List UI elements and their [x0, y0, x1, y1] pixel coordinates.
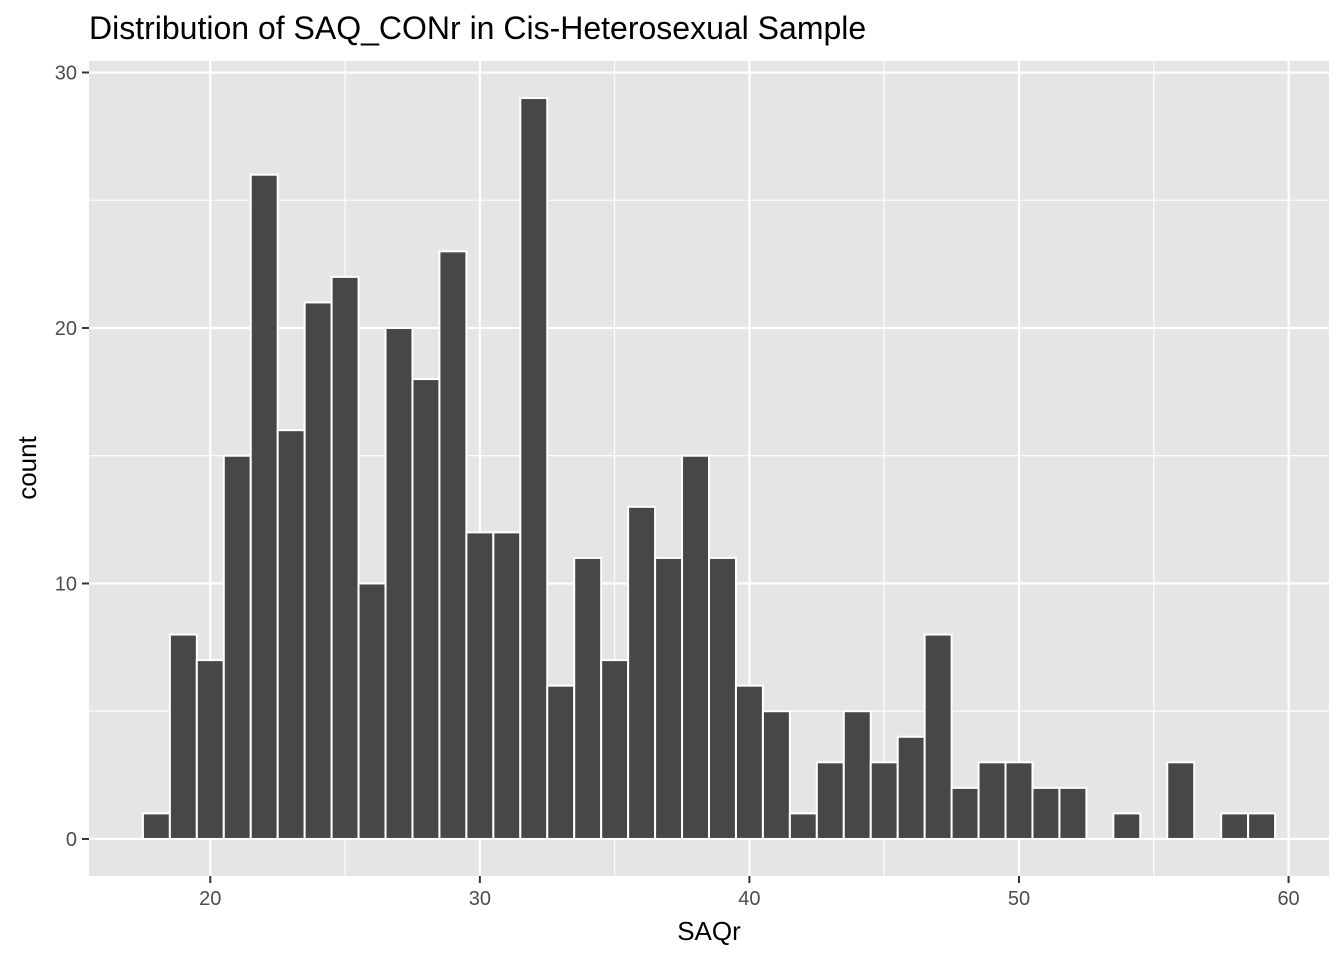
x-axis: 20 30 40 50 60	[199, 876, 1300, 910]
histogram-bar	[222, 454, 252, 840]
histogram-bar	[1166, 761, 1196, 840]
y-tick-label: 0	[66, 829, 77, 851]
histogram-bar	[761, 710, 791, 840]
histogram-bar	[1220, 812, 1250, 840]
histogram-bar	[438, 250, 468, 840]
histogram-bar	[303, 301, 333, 840]
x-tick-label: 20	[199, 888, 221, 910]
histogram-bar	[141, 812, 171, 840]
histogram-bar	[492, 531, 522, 840]
histogram-bar	[734, 684, 764, 840]
histogram-bars	[141, 97, 1277, 840]
y-axis-title: count	[12, 435, 42, 499]
histogram-bar	[519, 97, 549, 840]
histogram-bar	[600, 659, 630, 840]
y-axis: 0 10 20 30	[55, 62, 89, 851]
histogram-bar	[681, 454, 710, 840]
histogram-bar	[276, 429, 306, 840]
histogram-bar	[546, 684, 576, 840]
histogram-bar	[1058, 786, 1088, 840]
x-tick-label: 60	[1277, 888, 1299, 910]
histogram-bar	[249, 173, 279, 840]
x-tick-label: 50	[1008, 888, 1030, 910]
histogram-bar	[411, 378, 441, 840]
histogram-bar	[708, 556, 737, 840]
histogram-bar	[788, 812, 818, 840]
y-tick-label: 10	[55, 573, 77, 595]
histogram-bar	[465, 531, 495, 840]
histogram-bar	[1031, 786, 1061, 840]
histogram-bar	[384, 326, 414, 840]
y-tick-label: 30	[55, 62, 77, 84]
histogram-bar	[869, 761, 899, 840]
histogram-bar	[627, 505, 657, 840]
histogram-bar	[950, 786, 980, 840]
histogram-bar	[1112, 812, 1142, 840]
x-tick-label: 30	[469, 888, 491, 910]
histogram-bar	[357, 582, 387, 840]
histogram-bar	[1004, 761, 1034, 840]
histogram-bar	[330, 275, 360, 840]
histogram-bar	[896, 735, 926, 840]
histogram-bar	[842, 710, 872, 840]
histogram-bar	[573, 556, 603, 840]
histogram-bar	[815, 761, 845, 840]
y-tick-label: 20	[55, 318, 77, 340]
histogram-bar	[168, 633, 198, 840]
histogram-bar	[195, 659, 225, 840]
chart-title: Distribution of SAQ_CONr in Cis-Heterose…	[89, 10, 866, 46]
histogram-bar	[977, 761, 1007, 840]
histogram-bar	[1247, 812, 1277, 840]
histogram-bar	[923, 633, 953, 840]
x-tick-label: 40	[738, 888, 760, 910]
histogram-bar	[654, 556, 684, 840]
x-axis-title: SAQr	[677, 916, 741, 946]
